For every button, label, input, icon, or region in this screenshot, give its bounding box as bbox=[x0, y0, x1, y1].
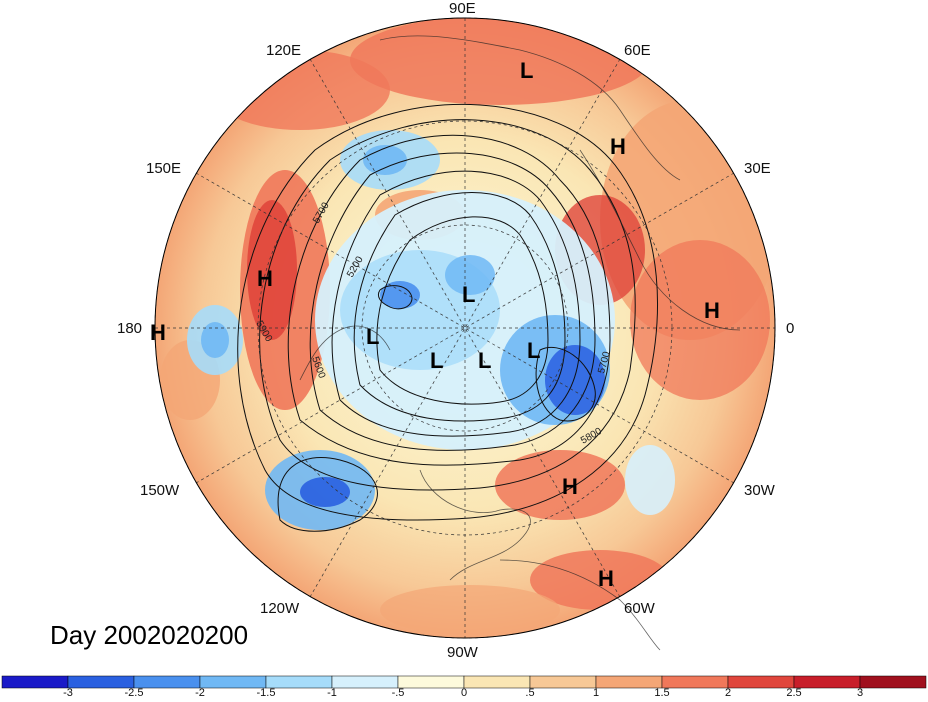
colorbar-swatch bbox=[595, 675, 663, 689]
lon-label-150e: 150E bbox=[146, 160, 182, 177]
high-pressure-center: H bbox=[562, 474, 578, 499]
colorbar-swatch bbox=[1, 675, 69, 689]
colorbar-swatch bbox=[661, 675, 729, 689]
low-pressure-center: L bbox=[527, 338, 540, 363]
colorbar-swatch bbox=[859, 675, 927, 689]
colorbar-swatch bbox=[397, 675, 465, 689]
high-pressure-center: H bbox=[150, 320, 166, 345]
colorbar-tick-label: -3 bbox=[63, 687, 73, 699]
low-pressure-center: L bbox=[520, 58, 533, 83]
lon-label-90e: 90E bbox=[449, 0, 476, 17]
lon-label-30w: 30W bbox=[744, 482, 775, 499]
low-pressure-center: L bbox=[478, 348, 491, 373]
high-pressure-center: H bbox=[598, 566, 614, 591]
low-pressure-center: L bbox=[366, 324, 379, 349]
colorbar-tick-label: -.5 bbox=[391, 687, 405, 699]
lon-label-120e: 120E bbox=[266, 42, 302, 59]
lon-label-150w: 150W bbox=[140, 482, 180, 499]
colorbar-tick-label: -2.5 bbox=[124, 687, 144, 699]
colorbar-swatch bbox=[727, 675, 795, 689]
colorbar-swatch bbox=[463, 675, 531, 689]
colorbar-tick-label: .5 bbox=[525, 687, 535, 699]
day-title: Day 2002020200 bbox=[50, 620, 249, 650]
lon-label-120w: 120W bbox=[260, 600, 300, 617]
colorbar-tick-label: 2 bbox=[724, 687, 732, 699]
coastlines bbox=[299, 35, 741, 651]
map-boundary bbox=[154, 17, 776, 639]
low-pressure-center: L bbox=[430, 348, 443, 373]
colorbar-tick-label: -2 bbox=[195, 687, 205, 699]
lon-label-0: 0 bbox=[786, 320, 795, 337]
colorbar-tick-label: 3 bbox=[856, 687, 864, 699]
lon-label-30e: 30E bbox=[744, 160, 771, 177]
lon-label-180: 180 bbox=[117, 320, 143, 337]
colorbar-tick-label: 1.5 bbox=[654, 687, 670, 699]
colorbar-swatch bbox=[793, 675, 861, 689]
colorbar-tick-label: -1 bbox=[327, 687, 337, 699]
lon-label-90w: 90W bbox=[447, 644, 478, 661]
colorbar-swatch bbox=[529, 675, 597, 689]
high-pressure-center: H bbox=[704, 298, 720, 323]
colorbar-tick-label: 1 bbox=[592, 687, 600, 699]
colorbar-swatch bbox=[265, 675, 333, 689]
high-pressure-center: H bbox=[610, 134, 626, 159]
lon-label-60e: 60E bbox=[624, 42, 651, 59]
colorbar-swatch bbox=[331, 675, 399, 689]
colorbar-tick-label: 2.5 bbox=[786, 687, 802, 699]
colorbar bbox=[1, 675, 927, 689]
colorbar-swatch bbox=[133, 675, 201, 689]
lon-label-60w: 60W bbox=[624, 600, 655, 617]
high-pressure-center: H bbox=[257, 266, 273, 291]
colorbar-tick-label: -1.5 bbox=[256, 687, 276, 699]
colorbar-tick-label: 0 bbox=[460, 687, 468, 699]
low-pressure-center: L bbox=[462, 282, 475, 307]
